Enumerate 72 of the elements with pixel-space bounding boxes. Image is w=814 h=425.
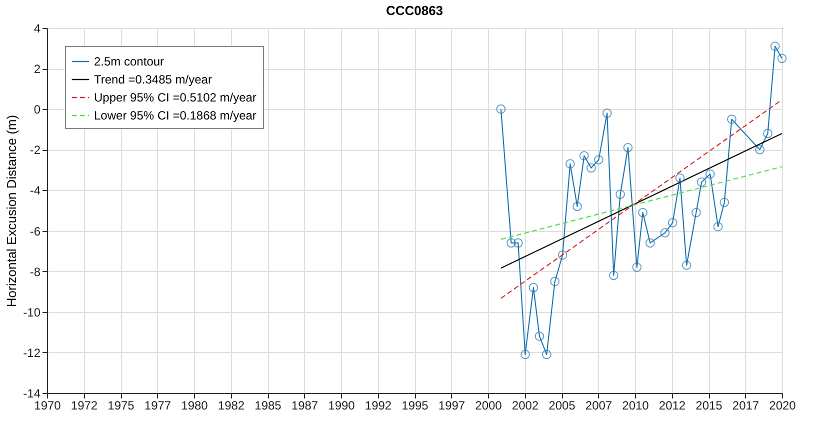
point [616, 190, 625, 199]
y-tick-label: 4 [34, 22, 41, 36]
point [542, 350, 552, 360]
y-tick-label: 2 [34, 62, 41, 76]
x-tick-label: 1980 [181, 398, 208, 412]
x-tick-label: 1985 [254, 398, 282, 412]
x-tick-label: 2000 [475, 398, 502, 412]
x-tick-label: 2020 [769, 398, 796, 412]
x-tick-label: 2017 [732, 398, 760, 412]
point [720, 198, 730, 208]
point [696, 177, 706, 187]
point [645, 238, 655, 248]
point [609, 270, 618, 280]
legend-label: 2.5m contour [94, 54, 164, 68]
y-tick-label: -2 [30, 143, 41, 158]
x-tick-label: 1975 [108, 398, 135, 412]
legend-label: Lower 95% CI =0.1868 m/year [94, 108, 256, 122]
point [638, 208, 648, 218]
y-tick-label: -8 [30, 264, 41, 279]
y-tick-label: -6 [30, 224, 41, 238]
legend-label: Trend =0.3485 m/year [94, 72, 212, 86]
x-tick-label: 2015 [696, 398, 723, 412]
y-tick-label: -12 [23, 346, 41, 360]
y-tick-label: -4 [30, 184, 41, 198]
point [513, 238, 523, 248]
point [777, 54, 787, 64]
x-tick-label: 1997 [438, 398, 466, 412]
x-tick-label: 2002 [512, 398, 539, 412]
x-tick-label: 2012 [658, 398, 686, 412]
point [528, 282, 538, 292]
y-tick-label: -10 [23, 305, 41, 320]
point [572, 202, 582, 212]
x-tick-label: 2007 [585, 398, 612, 412]
point [668, 218, 678, 228]
point [506, 238, 516, 248]
x-tick-label: 1987 [291, 398, 318, 412]
point [565, 159, 575, 169]
x-tick-label: 1982 [218, 398, 245, 412]
point [602, 108, 612, 118]
point [705, 169, 715, 179]
chart-title: CCC0863 [386, 3, 444, 18]
x-tick-label: 1990 [328, 398, 356, 412]
point [550, 276, 560, 286]
point [594, 155, 604, 164]
point [770, 42, 780, 51]
x-tick-label: 1972 [70, 398, 98, 412]
point [755, 144, 764, 154]
point [763, 128, 772, 138]
x-tick-label: 1992 [364, 398, 392, 412]
x-tick-label: 1977 [144, 398, 172, 412]
x-tick-label: 1970 [34, 398, 62, 412]
point [632, 262, 642, 272]
point [558, 250, 568, 260]
point [691, 208, 701, 218]
x-tick-label: 2010 [622, 398, 650, 412]
point [623, 142, 633, 152]
point [727, 114, 736, 124]
y-axis-title: Horizontal Excusion Distance (m) [4, 114, 20, 308]
point [586, 163, 596, 173]
legend-label: Upper 95% CI =0.5102 m/year [94, 90, 256, 104]
point [520, 350, 530, 360]
point [675, 173, 685, 183]
point [534, 332, 544, 341]
point [660, 228, 670, 238]
x-tick-label: 2005 [548, 398, 576, 412]
point [713, 222, 723, 232]
point [579, 151, 589, 160]
point [682, 260, 692, 270]
y-tick-label: 0 [34, 102, 41, 117]
point [496, 104, 506, 114]
x-tick-label: 1995 [402, 398, 429, 412]
y-tick-label: -14 [23, 386, 41, 400]
